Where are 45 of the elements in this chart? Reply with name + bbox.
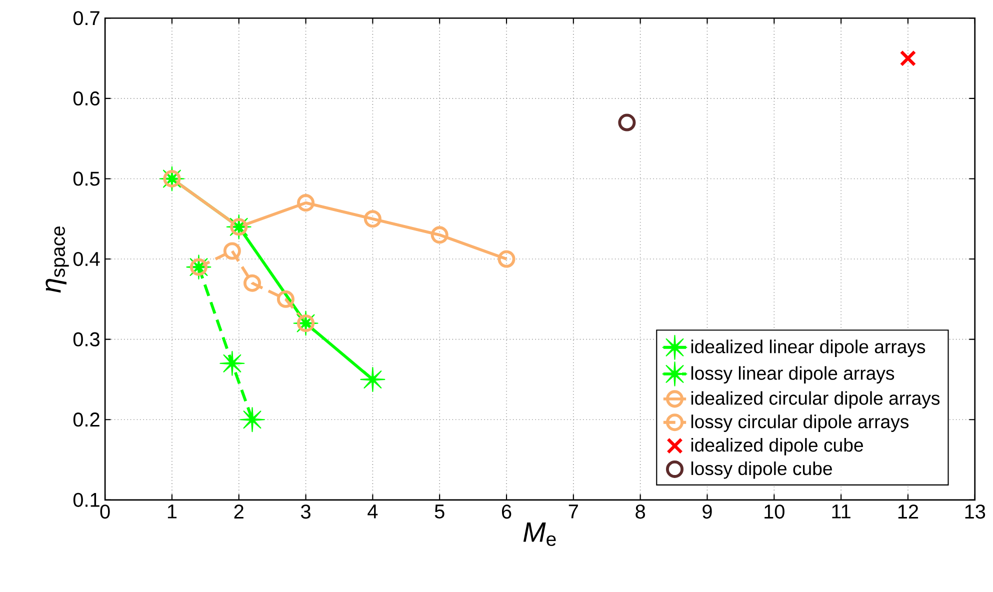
x-tick-label: 4: [368, 504, 378, 518]
y-tick-label: 0.2: [73, 412, 100, 427]
y-tick-label: 0.4: [73, 252, 100, 266]
x-axis-title: M$_{e}$: [523, 522, 556, 546]
point: [190, 258, 208, 276]
point: [430, 226, 448, 244]
x-tick-label: 3: [300, 504, 310, 519]
x-tick-label: 9: [702, 504, 712, 519]
y-tick-label: 0.7: [73, 11, 100, 26]
legend-label: idealized linear dipole arrays: [691, 340, 926, 358]
x-tick-label: 11: [832, 504, 850, 518]
point: [230, 218, 248, 236]
point: [498, 250, 516, 268]
x-tick-label: 1: [168, 504, 177, 518]
x-tick-label: 7: [568, 504, 578, 518]
y-tick-label: 0.3: [73, 332, 100, 346]
x-tick-label: 0: [100, 504, 110, 519]
x-tick-label: 2: [234, 504, 244, 519]
x-tick-label: 12: [898, 504, 918, 519]
point: [297, 194, 315, 212]
point: [243, 274, 262, 292]
legend-label: lossy dipole cube: [691, 462, 832, 479]
x-tick-label: 8: [636, 504, 645, 519]
x-tick-label: 5: [434, 504, 444, 519]
point: [223, 242, 241, 260]
x-tick-label: 10: [764, 504, 784, 519]
point: [276, 290, 294, 308]
point: [360, 367, 386, 392]
legend-label: idealized dipole cube: [691, 438, 863, 456]
point: [220, 351, 245, 376]
point: [163, 170, 181, 188]
y-tick-label: 0.1: [73, 492, 100, 508]
x-tick-label: 6: [502, 504, 512, 519]
point: [364, 210, 382, 228]
y-tick-label: 0.6: [73, 92, 100, 106]
point: [900, 50, 916, 67]
legend-label: lossy circular dipole arrays: [691, 414, 909, 432]
point: [240, 407, 265, 432]
legend-label: idealized circular dipole arrays: [691, 391, 940, 409]
legend-label: lossy linear dipole arrays: [691, 366, 894, 384]
point: [297, 314, 315, 332]
x-tick-label: 13: [965, 504, 986, 519]
point: [618, 114, 636, 132]
y-axis-title: η$_{space}$: [46, 226, 69, 293]
y-tick-label: 0.5: [73, 172, 100, 186]
